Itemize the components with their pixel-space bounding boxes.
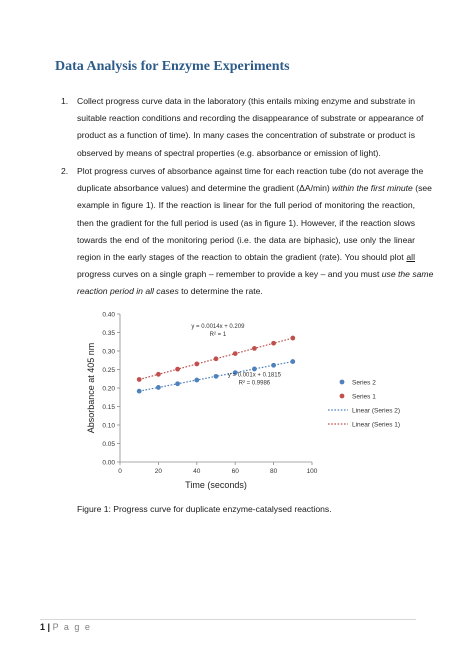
data-point	[271, 340, 276, 346]
underlined-run: all	[406, 252, 415, 263]
text-run: region in the early stages of the reacti…	[77, 252, 407, 263]
text-line: example in figure 1). If the reaction is…	[77, 200, 415, 211]
data-point	[232, 370, 238, 376]
x-tick-label: 60	[232, 468, 240, 475]
data-point	[175, 366, 180, 372]
text-line: reaction period in all cases to determin…	[77, 283, 415, 300]
list-number: 1.	[61, 96, 69, 106]
y-tick-label: 0.35	[102, 330, 115, 337]
y-tick-label: 0.00	[102, 459, 115, 466]
data-point	[252, 346, 257, 351]
x-tick-label: 20	[155, 468, 163, 475]
text-line: towards the end of the monitoring period…	[77, 234, 415, 245]
text-line: observed by means of spectral properties…	[77, 147, 381, 158]
footer-separator: |	[47, 622, 51, 632]
data-point	[136, 388, 142, 394]
text-run: to determine the rate.	[178, 286, 263, 297]
document-title: Data Analysis for Enzyme Experiments	[55, 59, 290, 74]
text-run: duplicate absorbance values) and determi…	[77, 183, 333, 194]
y-tick-label: 0.30	[102, 348, 115, 355]
data-point	[194, 361, 200, 367]
text-line: Collect progress curve data in the labor…	[77, 96, 415, 106]
y-axis-title: Absorbance at 405 nm	[86, 343, 96, 434]
progress-curve-chart: 0.00 0.05 0.10 0.15 0.20 0.25 0.30 0.35 0.40 0 20 4…	[86, 311, 400, 490]
text-line: then the gradient for the full period is…	[77, 217, 415, 228]
y-tick-label: 0.05	[102, 441, 115, 448]
figure-caption: Figure 1: Progress curve for duplicate e…	[77, 504, 332, 514]
x-tick-label: 40	[193, 468, 201, 475]
text-line: product as a function of time). In many …	[77, 130, 415, 141]
italic-run: use the same	[381, 269, 434, 280]
data-point	[194, 377, 200, 383]
list-item-text: Plot progress curves of absorbance again…	[77, 163, 433, 301]
legend-label: Linear (Series 1)	[352, 421, 400, 428]
trendline-equation: y = 0.001x + 0.1815	[228, 373, 282, 379]
page-number: 1	[40, 622, 46, 632]
text-line: duplicate absorbance values) and determi…	[77, 180, 432, 197]
data-point	[156, 385, 161, 390]
y-tick-label: 0.25	[102, 367, 115, 374]
trendline-r2: R² = 1	[210, 332, 227, 338]
legend-label: Linear (Series 2)	[352, 407, 400, 414]
data-point	[213, 373, 219, 379]
trendline	[139, 337, 293, 381]
y-tick-label: 0.10	[102, 422, 115, 429]
trendline-r2: R² = 0.9986	[239, 380, 271, 386]
text-run: progress curves on a single graph – reme…	[77, 269, 382, 280]
text-line: progress curves on a single graph – reme…	[77, 266, 433, 283]
list-number: 2.	[61, 166, 69, 176]
italic-run: within the first minute	[332, 183, 413, 194]
data-point	[156, 371, 161, 377]
x-axis-title: Time (seconds)	[185, 480, 247, 490]
data-point	[252, 366, 257, 372]
legend-marker	[339, 393, 345, 399]
text-line: region in the early stages of the reacti…	[77, 249, 415, 266]
data-point	[213, 356, 219, 362]
data-point	[290, 335, 296, 341]
y-tick-label: 0.15	[102, 404, 115, 411]
data-point	[136, 377, 142, 382]
text-run: (see	[412, 183, 432, 194]
list-item-text: Collect progress curve data in the labor…	[77, 93, 424, 162]
y-tick-label: 0.40	[102, 311, 115, 318]
y-tick-label: 0.20	[102, 385, 115, 392]
legend-label: Series 1	[352, 393, 376, 400]
page-footer: 1 | P a g e	[40, 622, 91, 632]
data-point	[290, 359, 296, 364]
italic-run: reaction period in all cases	[77, 286, 179, 297]
x-tick-label: 80	[270, 468, 278, 475]
data-point	[232, 351, 238, 356]
x-tick-label: 0	[118, 468, 122, 475]
page-label: P a g e	[52, 622, 92, 632]
text-line: suitable reaction conditions and recordi…	[77, 113, 424, 124]
data-point	[271, 362, 276, 368]
legend-marker	[339, 379, 345, 385]
footer-rule	[40, 619, 416, 620]
x-tick-label: 100	[307, 468, 318, 475]
data-point	[175, 381, 180, 387]
trendline-equation: y = 0.0014x + 0.209	[191, 324, 245, 330]
legend-label: Series 2	[352, 379, 376, 386]
text-line: Plot progress curves of absorbance again…	[77, 166, 424, 176]
